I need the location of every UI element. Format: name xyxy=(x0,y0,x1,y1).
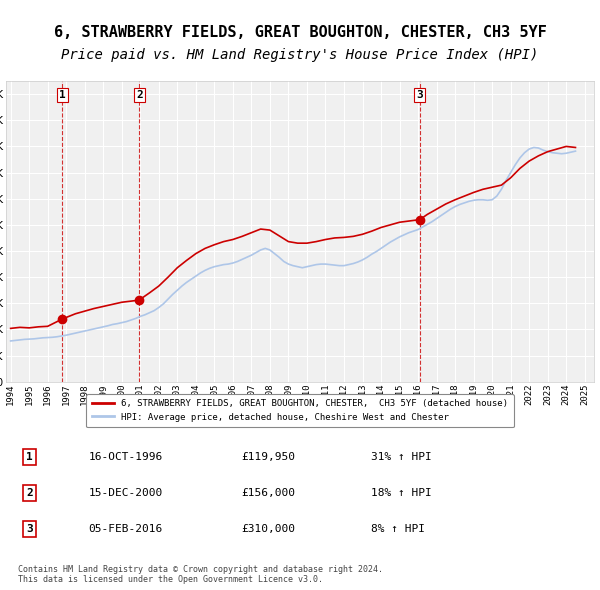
Text: Contains HM Land Registry data © Crown copyright and database right 2024.: Contains HM Land Registry data © Crown c… xyxy=(18,565,383,574)
Text: £119,950: £119,950 xyxy=(241,452,295,462)
Text: 18% ↑ HPI: 18% ↑ HPI xyxy=(371,488,431,498)
Text: 2: 2 xyxy=(136,90,143,100)
Text: 1: 1 xyxy=(26,452,33,462)
Text: 16-OCT-1996: 16-OCT-1996 xyxy=(88,452,163,462)
Text: This data is licensed under the Open Government Licence v3.0.: This data is licensed under the Open Gov… xyxy=(18,575,323,584)
Text: 3: 3 xyxy=(26,524,33,534)
Text: 1: 1 xyxy=(59,90,66,100)
Text: 8% ↑ HPI: 8% ↑ HPI xyxy=(371,524,425,534)
Text: 2: 2 xyxy=(26,488,33,498)
Text: 15-DEC-2000: 15-DEC-2000 xyxy=(88,488,163,498)
Text: Price paid vs. HM Land Registry's House Price Index (HPI): Price paid vs. HM Land Registry's House … xyxy=(61,48,539,63)
Legend: 6, STRAWBERRY FIELDS, GREAT BOUGHTON, CHESTER,  CH3 5YF (detached house), HPI: A: 6, STRAWBERRY FIELDS, GREAT BOUGHTON, CH… xyxy=(86,394,514,427)
Text: 6, STRAWBERRY FIELDS, GREAT BOUGHTON, CHESTER, CH3 5YF: 6, STRAWBERRY FIELDS, GREAT BOUGHTON, CH… xyxy=(53,25,547,40)
Text: 3: 3 xyxy=(416,90,423,100)
Text: 05-FEB-2016: 05-FEB-2016 xyxy=(88,524,163,534)
Text: £156,000: £156,000 xyxy=(241,488,295,498)
Text: £310,000: £310,000 xyxy=(241,524,295,534)
Text: 31% ↑ HPI: 31% ↑ HPI xyxy=(371,452,431,462)
